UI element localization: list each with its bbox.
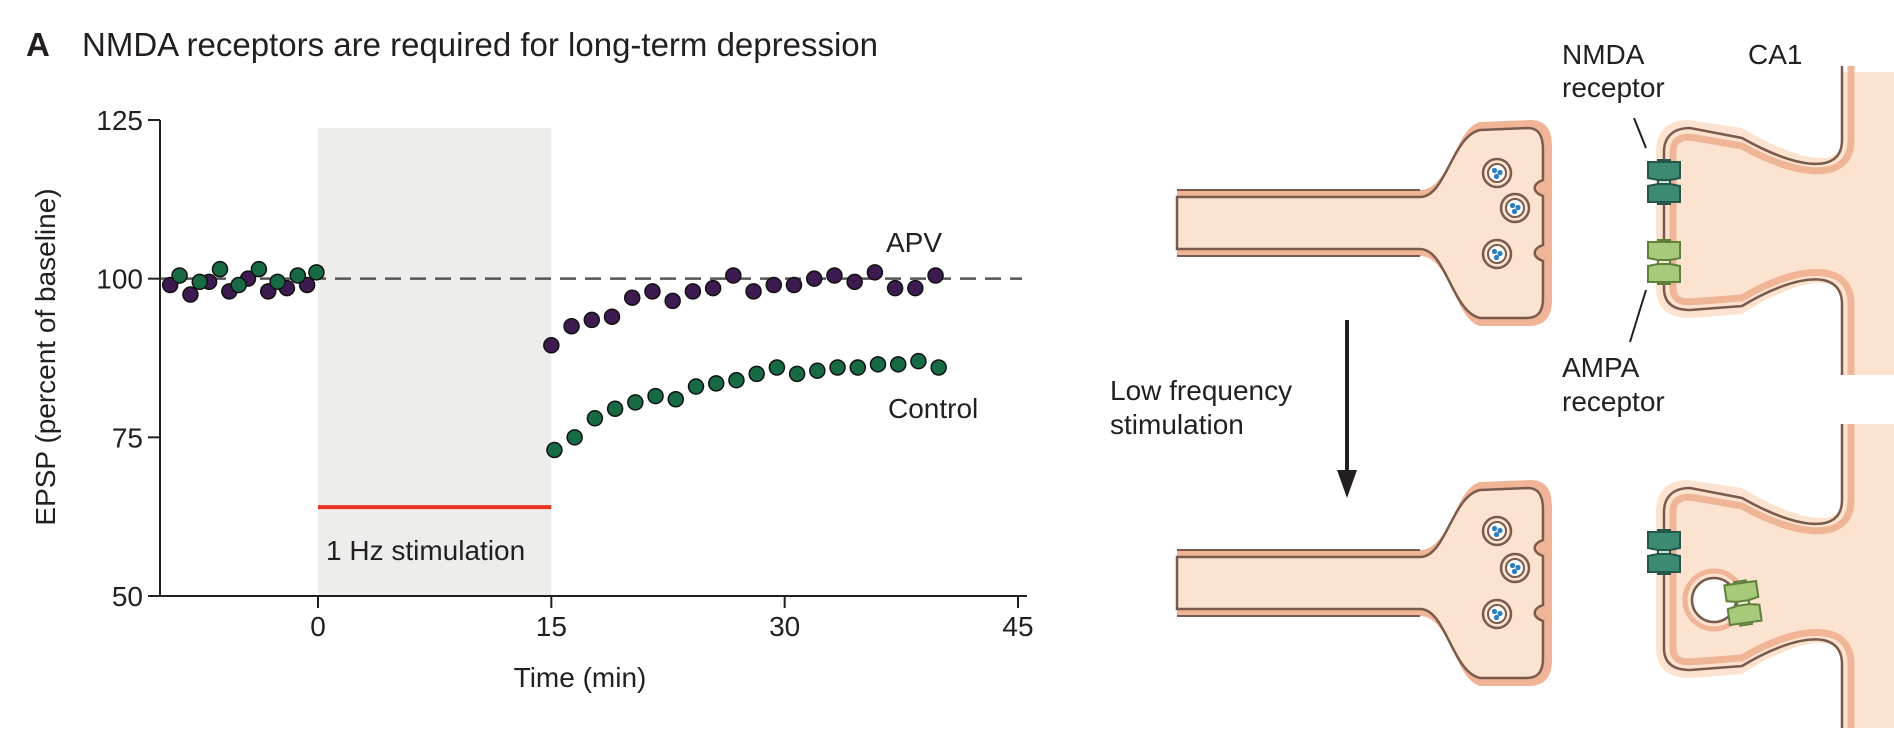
- data-point-apv: [745, 283, 762, 300]
- data-point-apv: [623, 289, 641, 306]
- data-point-control: [546, 441, 563, 459]
- data-points: [161, 260, 947, 459]
- postsynaptic-spine-bottom: [1647, 424, 1894, 728]
- data-point-apv: [846, 273, 863, 291]
- y-ticks: 50 75 100 125: [96, 105, 160, 612]
- data-point-apv: [603, 308, 621, 325]
- vesicle-icon: [1481, 598, 1513, 630]
- ampa-label-line2: receptor: [1562, 386, 1665, 417]
- data-point-control: [606, 400, 624, 418]
- data-point-control: [889, 356, 907, 373]
- data-point-control: [191, 273, 209, 291]
- data-point-apv: [785, 276, 803, 294]
- data-point-apv: [765, 276, 783, 294]
- data-point-control: [647, 387, 664, 405]
- postsynaptic-spine-top: [1647, 66, 1894, 375]
- ltd-chart: 1 Hz stimulation 50 75 100 125 0 15 30 45 Time…: [30, 105, 1034, 693]
- nmda-leader-line: [1633, 117, 1647, 149]
- y-axis-label: EPSP (percent of baseline): [30, 188, 61, 525]
- stimulation-label: 1 Hz stimulation: [326, 535, 525, 566]
- vesicle-icon: [1481, 238, 1513, 270]
- series-label-apv: APV: [886, 227, 942, 258]
- data-point-apv: [684, 283, 702, 300]
- data-point-apv: [725, 267, 742, 284]
- data-point-apv: [927, 267, 944, 284]
- data-point-control: [627, 394, 644, 411]
- data-point-apv: [907, 279, 924, 297]
- arrow-label-line2: stimulation: [1110, 409, 1244, 440]
- synapse-schematic: NMDA receptor CA1 AMPA receptor Low freq…: [1110, 39, 1894, 728]
- data-point-apv: [182, 286, 199, 303]
- data-point-control: [728, 371, 745, 389]
- stimulation-shading: [318, 128, 552, 596]
- data-point-control: [230, 276, 247, 294]
- data-point-control: [849, 359, 867, 376]
- data-point-apv: [583, 311, 601, 329]
- panel-letter: A: [26, 26, 50, 63]
- data-point-control: [269, 273, 286, 291]
- y-tick-label: 75: [112, 422, 143, 453]
- x-tick-label: 15: [536, 611, 567, 642]
- data-point-control: [250, 260, 268, 278]
- x-tick-label: 45: [1002, 611, 1033, 642]
- data-point-control: [768, 359, 786, 376]
- vesicle-icon: [1481, 515, 1513, 547]
- data-point-apv: [704, 279, 722, 297]
- data-point-control: [910, 352, 927, 370]
- data-point-apv: [543, 337, 560, 354]
- ampa-label-line1: AMPA: [1562, 352, 1640, 383]
- x-tick-label: 30: [769, 611, 800, 642]
- y-tick-label: 100: [96, 264, 143, 295]
- data-point-control: [809, 362, 826, 379]
- data-point-control: [687, 378, 705, 395]
- presynaptic-terminal-top: [1175, 120, 1552, 326]
- figure-title: NMDA receptors are required for long-ter…: [82, 26, 878, 63]
- data-point-apv: [886, 279, 904, 297]
- data-point-apv: [826, 267, 843, 284]
- arrow-label-line1: Low frequency: [1110, 375, 1292, 406]
- data-point-control: [667, 391, 685, 408]
- y-tick-label: 50: [112, 581, 143, 612]
- data-point-apv: [664, 292, 681, 310]
- nmda-label-line2: receptor: [1562, 72, 1665, 103]
- down-arrow-icon: [1337, 320, 1357, 498]
- data-point-control: [308, 264, 325, 281]
- data-point-control: [289, 267, 307, 284]
- data-point-apv: [805, 270, 823, 287]
- data-point-control: [707, 375, 725, 392]
- data-point-control: [788, 365, 806, 383]
- y-tick-label: 125: [96, 105, 143, 136]
- data-point-control: [566, 429, 583, 446]
- vesicle-icon: [1499, 552, 1531, 584]
- data-point-control: [829, 359, 846, 376]
- data-point-control: [211, 260, 229, 278]
- data-point-apv: [563, 318, 580, 335]
- data-point-control: [869, 356, 887, 373]
- vesicle-icon: [1481, 157, 1513, 189]
- x-axis-label: Time (min): [514, 662, 647, 693]
- data-point-control: [930, 359, 947, 376]
- data-point-apv: [644, 283, 661, 300]
- series-label-control: Control: [888, 393, 978, 424]
- presynaptic-terminal-bottom: [1175, 480, 1552, 686]
- ampa-leader-line: [1629, 289, 1647, 343]
- nmda-label-line1: NMDA: [1562, 39, 1645, 70]
- data-point-control: [586, 410, 604, 427]
- region-label: CA1: [1748, 39, 1802, 70]
- data-point-control: [171, 267, 188, 284]
- vesicle-icon: [1499, 192, 1531, 224]
- x-ticks: 0 15 30 45: [310, 596, 1034, 642]
- data-point-control: [748, 365, 765, 383]
- data-point-apv: [866, 264, 884, 281]
- x-tick-label: 0: [310, 611, 326, 642]
